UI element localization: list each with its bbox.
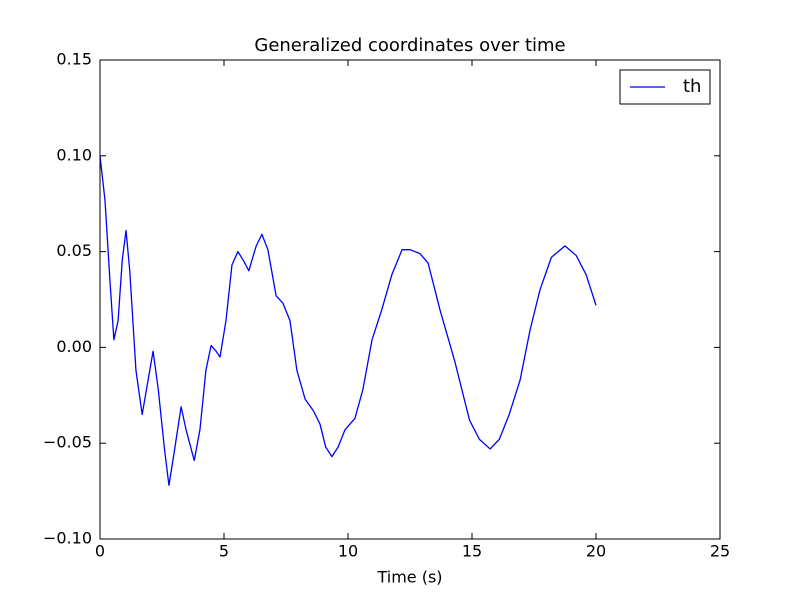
data-line	[99, 155, 597, 487]
y-tick-label: 0.10	[56, 145, 92, 164]
legend-label: th	[683, 76, 701, 97]
x-tick-label: 20	[586, 542, 606, 561]
y-tick-label: −0.05	[43, 433, 92, 452]
x-axis-label: Time (s)	[376, 568, 442, 587]
x-tick-label: 5	[219, 542, 229, 561]
y-tick-label: 0.05	[56, 241, 92, 260]
x-tick-label: 25	[710, 542, 730, 561]
y-tick-label: −0.10	[43, 529, 92, 548]
x-tick-label: 10	[338, 542, 358, 561]
x-tick-label: 0	[95, 542, 105, 561]
y-tick-label: 0.00	[56, 337, 92, 356]
y-tick-label: 0.15	[56, 50, 92, 69]
x-tick-label: 15	[462, 542, 482, 561]
chart-title: Generalized coordinates over time	[254, 35, 565, 56]
plot-frame	[99, 59, 721, 540]
